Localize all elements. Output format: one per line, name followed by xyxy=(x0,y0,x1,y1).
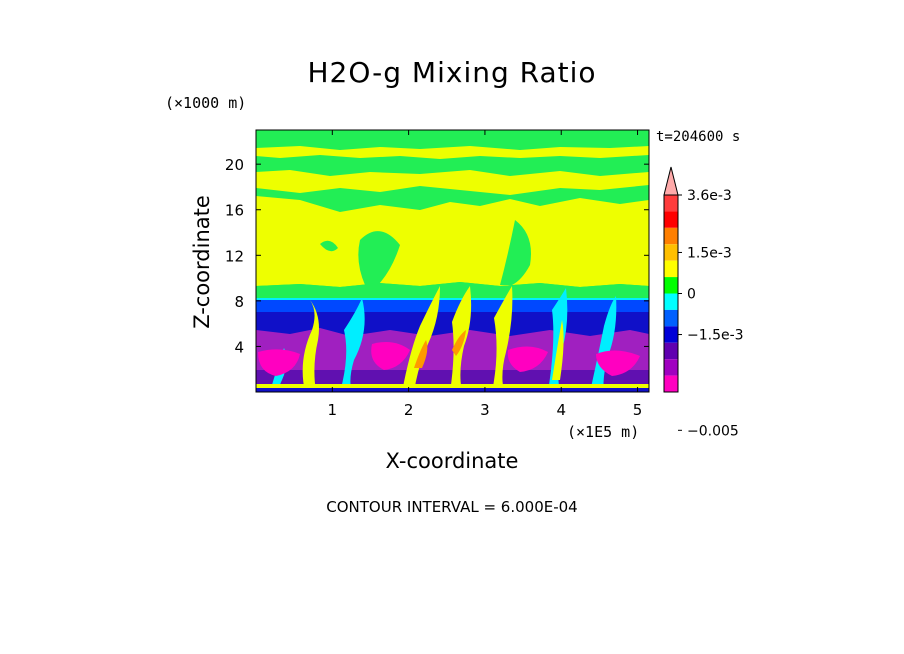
colorbar-swatch xyxy=(664,195,678,212)
magenta-pocket-2 xyxy=(371,342,410,370)
colorbar-swatch xyxy=(664,260,678,278)
colorbar-swatch xyxy=(664,293,678,310)
band-upper-wisps-2 xyxy=(256,170,649,195)
y-axis-unit: (×1000 m) xyxy=(165,94,247,112)
y-axis-label: Z-coordinate xyxy=(190,195,214,329)
plume-1 xyxy=(302,300,319,392)
y-tick-label: 16 xyxy=(225,202,244,220)
surface-strip-2 xyxy=(256,388,649,392)
colorbar-swatch xyxy=(664,309,678,327)
band-upper xyxy=(256,130,649,392)
band-transition-green xyxy=(256,282,649,298)
band-lower-purple xyxy=(256,328,649,392)
colorbar-swatch xyxy=(664,342,678,360)
x-ticks: 1 2 3 4 5 xyxy=(328,130,643,419)
y-tick-label: 12 xyxy=(225,247,244,265)
plume-4b xyxy=(452,330,466,356)
plume-3 xyxy=(402,286,440,392)
colorbar-swatch xyxy=(664,359,678,376)
magenta-pocket-3 xyxy=(507,346,548,372)
plot-frame xyxy=(255,129,650,393)
colorbar-label: −1.5e-3 xyxy=(687,328,744,344)
plume-5 xyxy=(492,286,513,392)
y-tick-label: 4 xyxy=(234,338,244,356)
colorbar: 3.6e-3 1.5e-3 0 −1.5e-3 −0.005 xyxy=(663,166,744,439)
colorbar-arrow xyxy=(663,166,679,196)
x-axis-unit: (×1E5 m) xyxy=(567,423,640,441)
colorbar-label: 0 xyxy=(687,287,696,303)
band-mid-green-1 xyxy=(358,231,400,285)
band-lower-violet xyxy=(256,370,649,392)
band-lower-darkblue xyxy=(256,312,649,392)
x-tick-label: 1 xyxy=(328,401,338,419)
colorbar-swatch xyxy=(664,375,678,392)
band-mid-green-2 xyxy=(500,220,531,285)
plume-8 xyxy=(270,348,287,392)
colorbar-swatch xyxy=(664,211,678,228)
x-tick-label: 2 xyxy=(404,401,414,419)
contour-interval: CONTOUR INTERVAL = 6.000E-04 xyxy=(326,498,578,516)
band-lower-blue xyxy=(256,300,649,392)
plume-3b xyxy=(414,340,428,368)
y-ticks: 4 8 12 16 20 xyxy=(225,156,649,356)
colorbar-swatch xyxy=(664,244,678,261)
colorbar-frame xyxy=(663,194,679,393)
colorbar-label: 1.5e-3 xyxy=(687,245,732,261)
colorbar-label: 3.6e-3 xyxy=(687,188,732,204)
time-stamp: t=204600 s xyxy=(656,129,741,145)
band-mid-green-3 xyxy=(320,240,338,252)
plume-4 xyxy=(450,286,472,392)
x-axis-label-wrap: X-coordinate xyxy=(0,449,904,473)
magenta-pocket-1 xyxy=(258,349,300,376)
colorbar-label: −0.005 xyxy=(687,423,739,439)
y-tick-label: 8 xyxy=(234,293,244,311)
y-tick-label: 20 xyxy=(225,156,244,174)
chart-title: H2O-g Mixing Ratio xyxy=(307,56,597,89)
surface-strip xyxy=(256,384,649,388)
colorbar-swatch xyxy=(664,227,678,245)
magenta-pocket-4 xyxy=(596,350,640,376)
band-mid xyxy=(256,196,649,287)
x-tick-label: 4 xyxy=(556,401,566,419)
x-tick-label: 5 xyxy=(633,401,643,419)
x-tick-label: 3 xyxy=(480,401,490,419)
x-axis-label: X-coordinate xyxy=(385,449,519,473)
plume-6 xyxy=(548,288,568,392)
plume-6b xyxy=(552,320,564,380)
colorbar-swatch xyxy=(664,326,678,343)
plume-2 xyxy=(340,298,365,392)
plume-7 xyxy=(590,296,617,392)
plot-area xyxy=(256,130,649,392)
band-upper-wisps xyxy=(256,146,649,159)
band-transition-cyan xyxy=(256,298,649,306)
colorbar-swatch xyxy=(664,277,678,294)
